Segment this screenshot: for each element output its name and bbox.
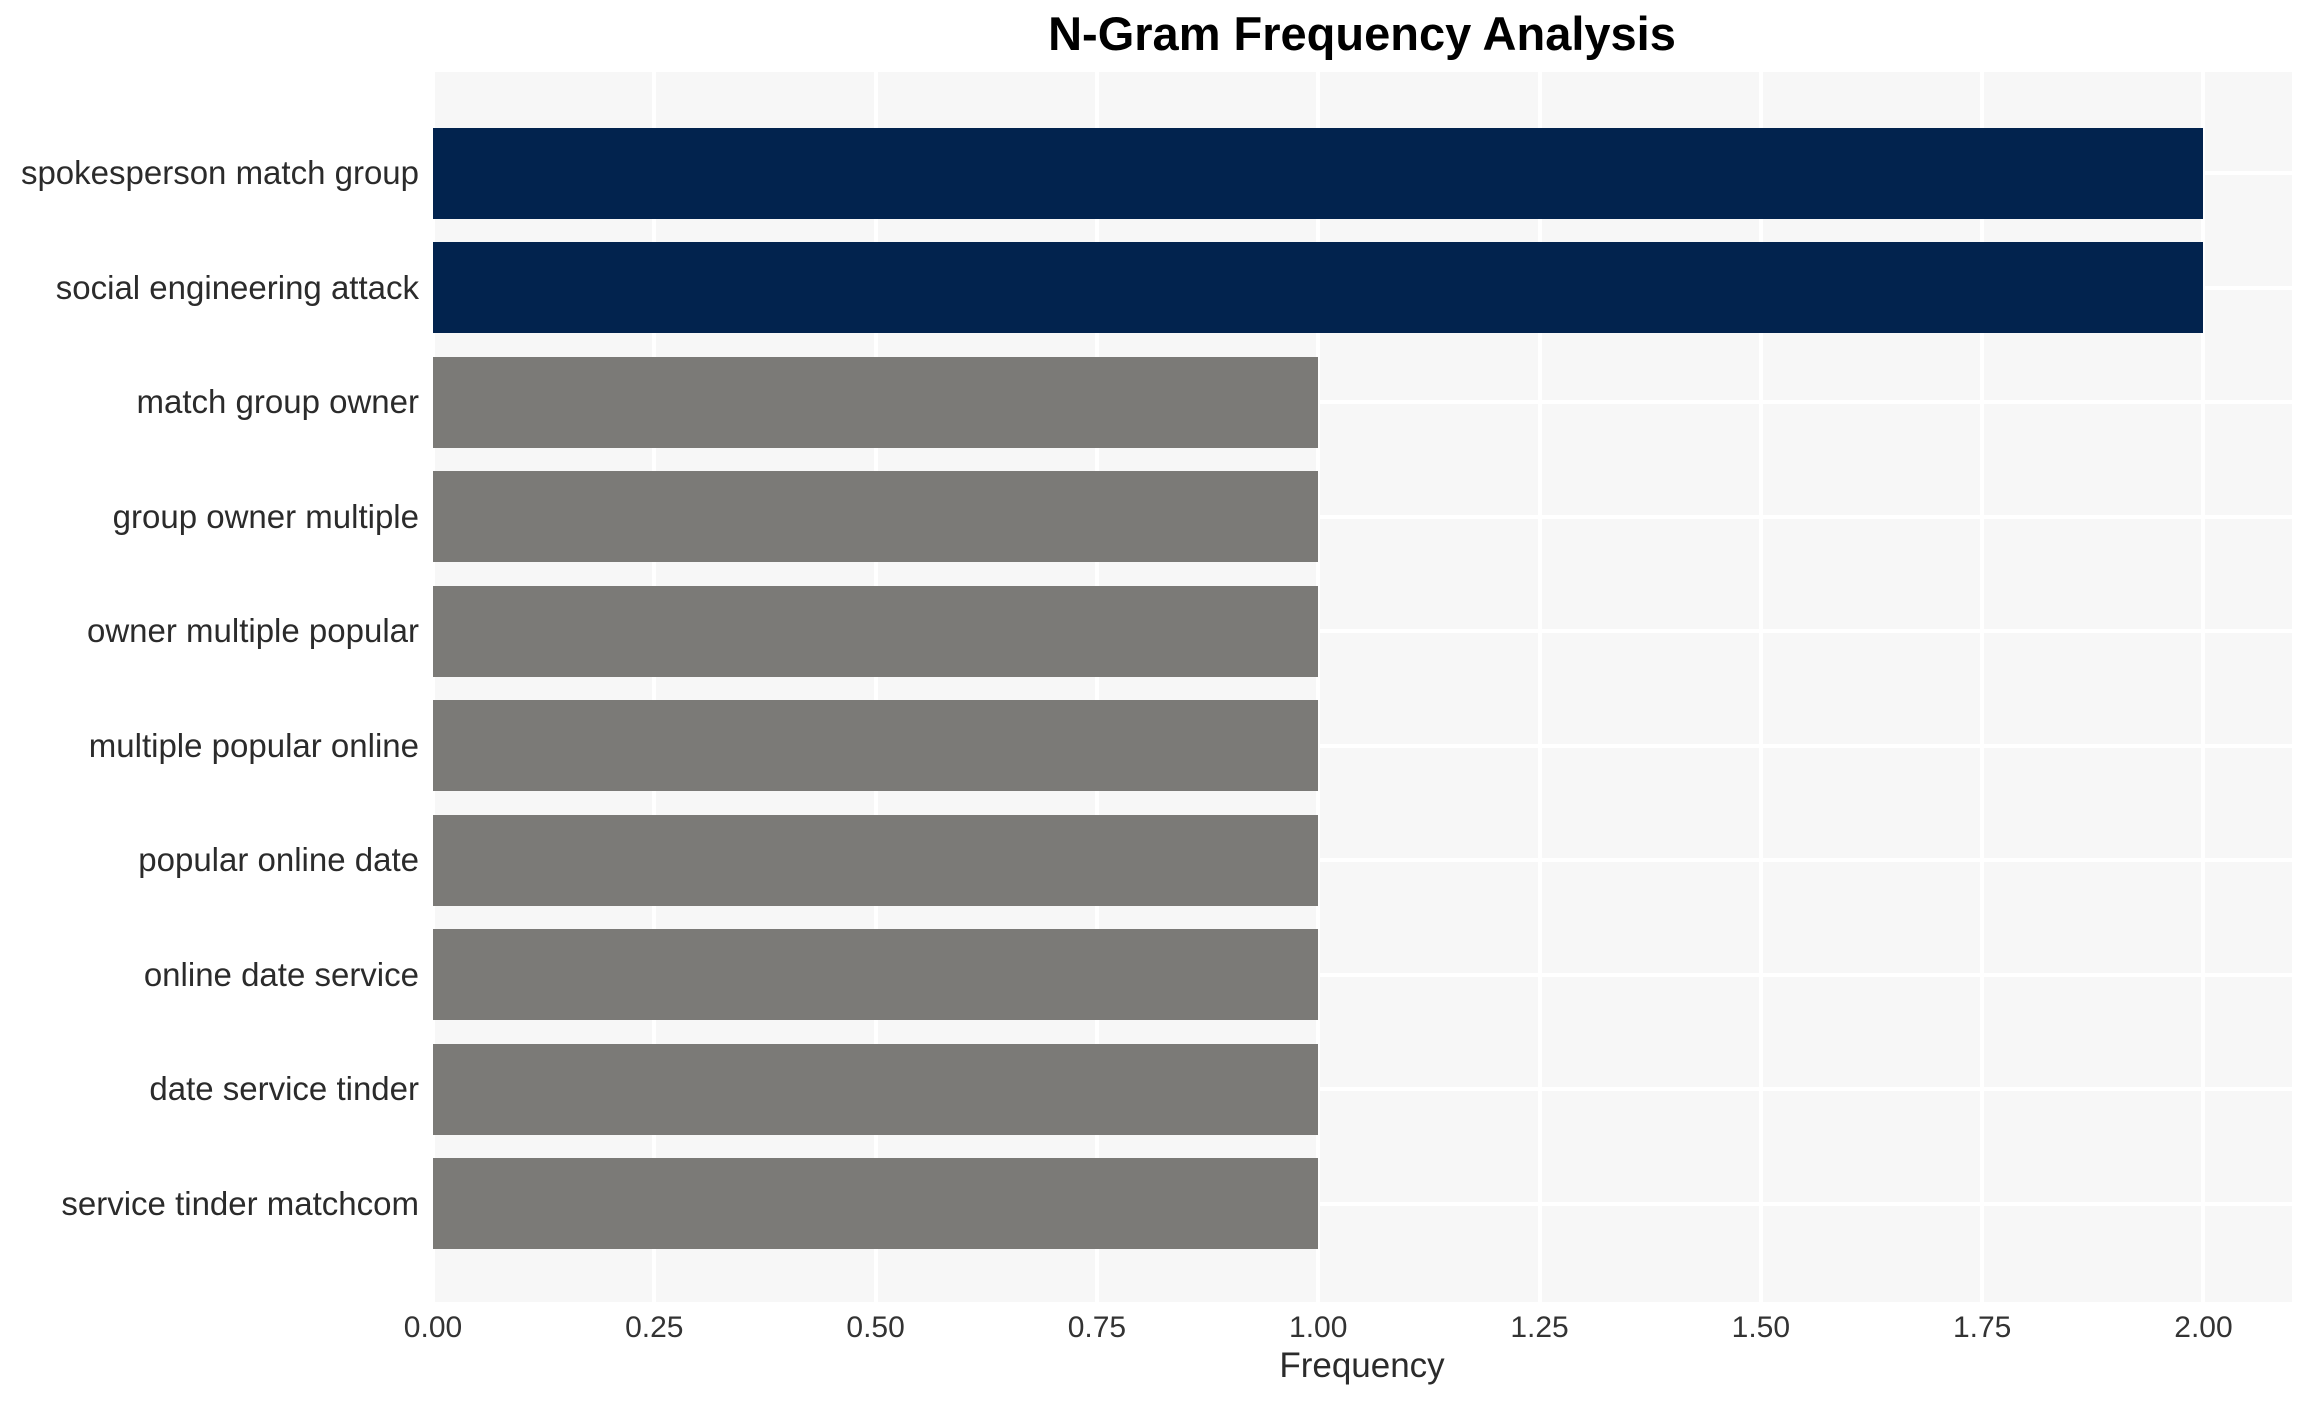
x-tick-label: 1.50 bbox=[1731, 1311, 1791, 1344]
x-gridline bbox=[873, 72, 878, 1302]
x-gridline bbox=[652, 72, 657, 1302]
y-gridline bbox=[433, 1201, 2292, 1206]
bar-service-tinder-matchcom bbox=[433, 1158, 1319, 1250]
category-label: popular online date bbox=[138, 841, 419, 879]
category-label: multiple popular online bbox=[88, 726, 419, 764]
y-gridline bbox=[433, 629, 2292, 634]
bar-match-group-owner bbox=[433, 356, 1319, 448]
y-gridline bbox=[433, 1087, 2292, 1092]
x-tick-label: 0.75 bbox=[1067, 1311, 1127, 1344]
category-label: service tinder matchcom bbox=[61, 1184, 419, 1222]
x-tick-label: 1.25 bbox=[1510, 1311, 1569, 1344]
chart-title: N-Gram Frequency Analysis bbox=[1048, 7, 1676, 60]
x-gridline bbox=[1537, 72, 1542, 1302]
x-gridline bbox=[1758, 72, 1763, 1302]
category-label: online date service bbox=[143, 955, 419, 993]
bar-multiple-popular-online bbox=[433, 700, 1319, 792]
x-gridline bbox=[1316, 72, 1321, 1302]
plot-area bbox=[431, 72, 2292, 1302]
x-tick-label: 2.00 bbox=[2174, 1311, 2233, 1344]
category-label: owner multiple popular bbox=[86, 612, 419, 650]
y-gridline bbox=[433, 514, 2292, 519]
x-tick-label: 1.00 bbox=[1289, 1311, 1348, 1344]
bar-group-owner-multiple bbox=[433, 471, 1319, 563]
category-label: spokesperson match group bbox=[20, 154, 419, 192]
x-gridline bbox=[1094, 72, 1099, 1302]
y-gridline bbox=[433, 972, 2292, 977]
bar-date-service-tinder bbox=[433, 1043, 1319, 1135]
x-tick-label: 0.25 bbox=[625, 1311, 684, 1344]
category-label: date service tinder bbox=[149, 1070, 419, 1108]
bar-owner-multiple-popular bbox=[433, 585, 1319, 677]
x-tick-label: 0.50 bbox=[846, 1311, 905, 1344]
x-gridline bbox=[1980, 72, 1985, 1302]
category-label: group owner multiple bbox=[112, 497, 419, 535]
y-gridline bbox=[433, 743, 2292, 748]
x-axis-label: Frequency bbox=[1279, 1346, 1445, 1385]
x-tick-label: 1.75 bbox=[1952, 1311, 2012, 1344]
bar-online-date-service bbox=[433, 929, 1319, 1021]
y-gridline bbox=[433, 858, 2292, 863]
x-tick-label: 0.00 bbox=[403, 1311, 463, 1344]
x-gridline bbox=[431, 72, 435, 1302]
x-gridline bbox=[2201, 72, 2206, 1302]
bar-social-engineering-attack bbox=[433, 242, 2204, 334]
category-label: social engineering attack bbox=[55, 268, 419, 306]
y-gridline bbox=[433, 400, 2292, 405]
bar-spokesperson-match-group bbox=[433, 127, 2204, 219]
category-label: match group owner bbox=[136, 383, 419, 421]
bar-popular-online-date bbox=[433, 814, 1319, 906]
